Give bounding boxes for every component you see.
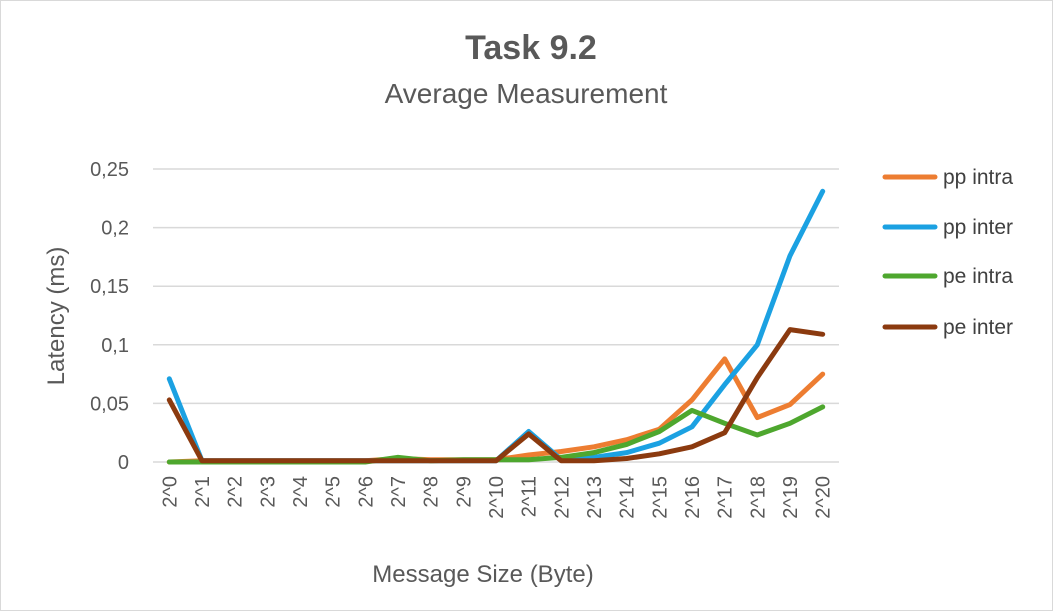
y-tick-label: 0 [118,452,129,474]
series-line-0 [166,356,826,465]
x-tick-label: 2^6 [355,476,377,508]
x-tick-label: 2^17 [715,476,737,519]
series-lines [166,188,826,465]
y-tick-label: 0,15 [90,276,129,298]
legend-label: pp intra [943,166,1013,189]
x-tick-label: 2^8 [421,476,443,508]
y-tick-label: 0,2 [101,218,129,240]
y-axis-ticks: 0 0,05 0,1 0,15 0,2 0,25 [90,159,129,474]
x-axis-ticks: 2^0 2^1 2^2 2^3 2^4 2^5 2^6 2^7 2^8 2^9 2^10 2^11 2^… [159,476,834,519]
x-tick-label: 2^19 [780,476,802,519]
x-tick-label: 2^2 [225,476,247,508]
y-tick-label: 0,1 [101,335,129,357]
x-tick-label: 2^11 [519,476,541,517]
x-tick-label: 2^7 [388,476,410,508]
x-tick-label: 2^14 [617,476,639,519]
legend-label: pe intra [943,265,1013,288]
y-tick-label: 0,25 [90,159,129,181]
x-tick-label: 2^20 [813,476,835,519]
series-line-1 [166,188,826,464]
x-tick-label: 2^16 [682,476,704,519]
legend-label: pp inter [943,216,1013,239]
series-line-3 [166,327,826,464]
legend-label: pe inter [943,316,1013,339]
chart-subtitle: Average Measurement [385,78,668,109]
x-tick-label: 2^3 [257,476,279,508]
x-tick-label: 2^0 [159,476,181,508]
x-tick-label: 2^13 [584,476,606,519]
x-tick-label: 2^18 [747,476,769,519]
x-tick-label: 2^9 [453,476,475,508]
x-tick-label: 2^10 [486,476,508,519]
gridlines [153,168,839,463]
chart-title: Task 9.2 [465,29,597,67]
x-tick-label: 2^15 [649,476,671,519]
x-tick-label: 2^1 [192,476,214,508]
x-tick-label: 2^12 [551,476,573,519]
x-tick-label: 2^4 [290,476,312,508]
legend: pp intra pp inter pe intra pe inter [882,166,1013,339]
y-axis-title: Latency (ms) [43,247,70,386]
x-axis-title: Message Size (Byte) [372,561,593,588]
y-tick-label: 0,05 [90,393,129,415]
x-tick-label: 2^5 [323,476,345,508]
